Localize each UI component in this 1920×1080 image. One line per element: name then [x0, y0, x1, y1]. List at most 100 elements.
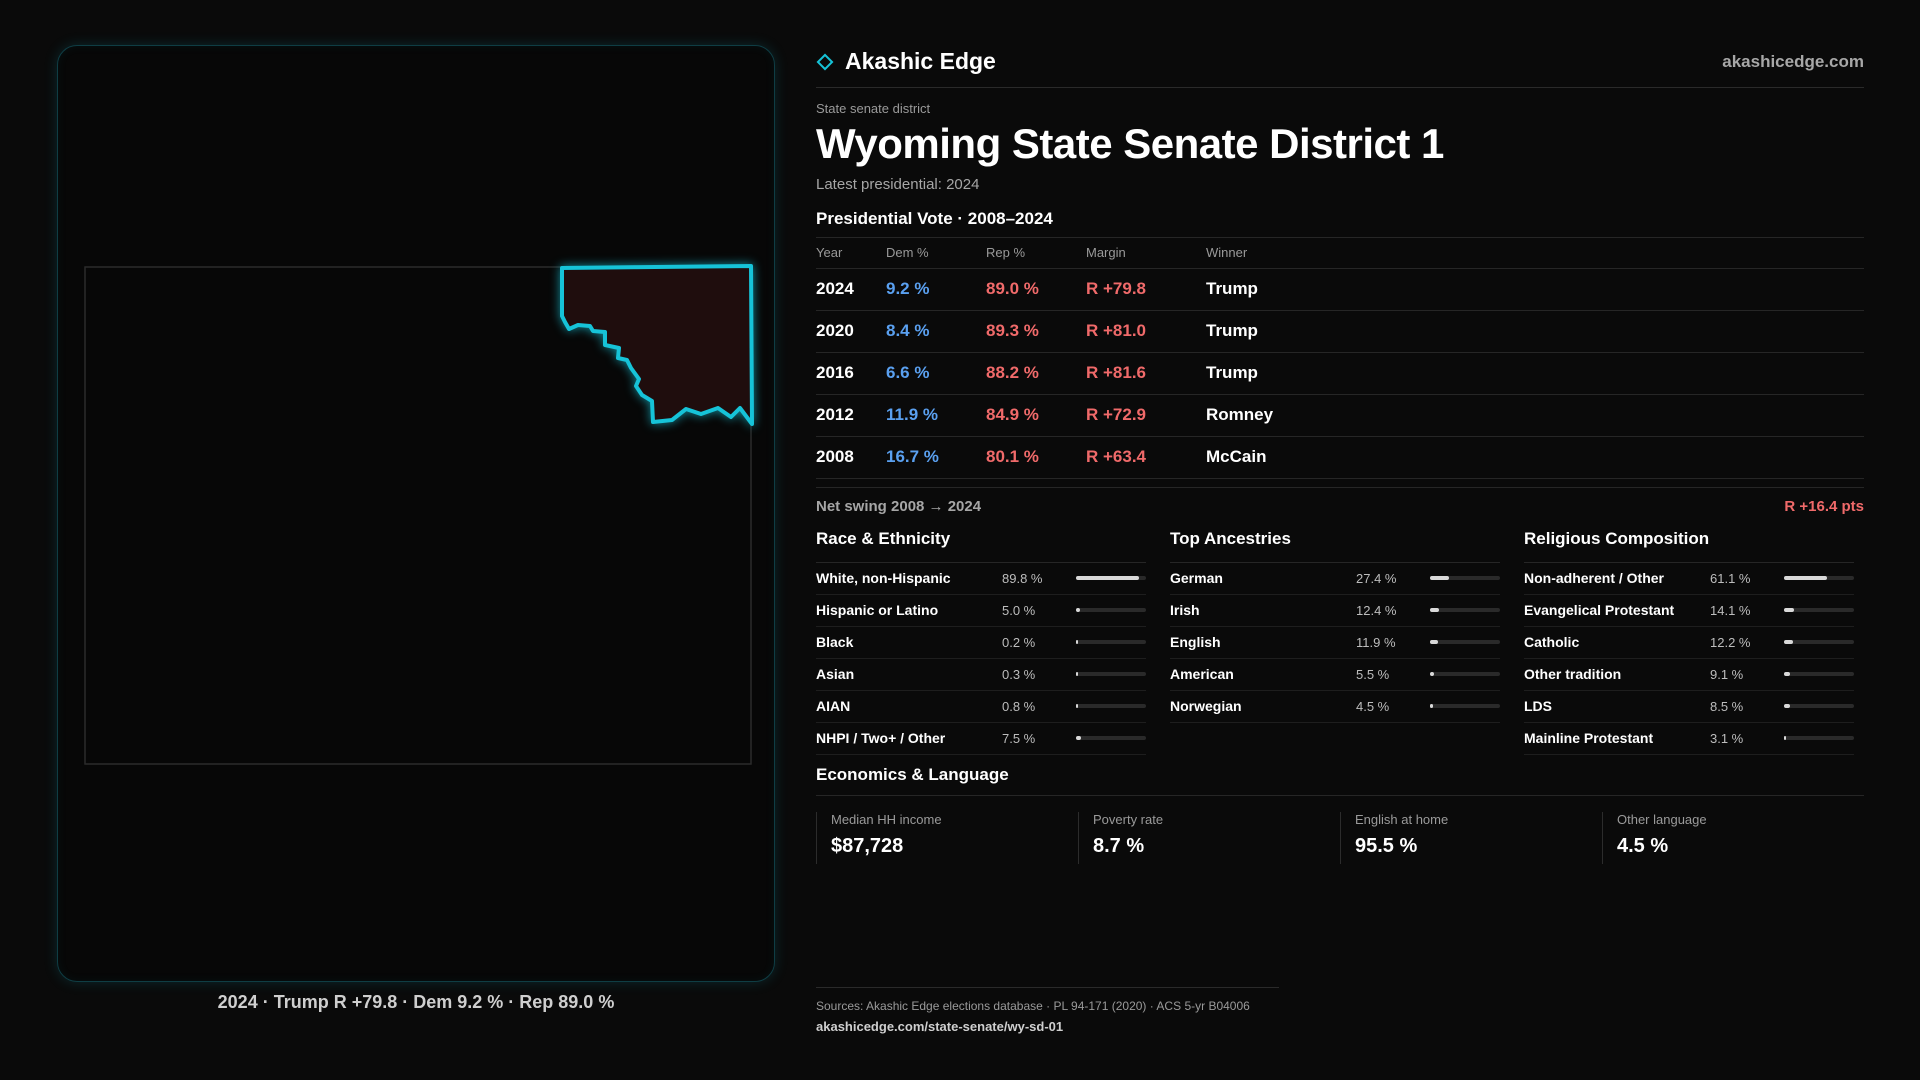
item-percent: 0.3 %: [1002, 666, 1036, 682]
stat-value: $87,728: [831, 834, 904, 857]
row-year: 2008: [816, 436, 886, 479]
item-name: American: [1170, 666, 1234, 682]
list-item: Evangelical Protestant 14.1 %: [1524, 595, 1854, 627]
row-year: 2012: [816, 394, 886, 437]
district-map[interactable]: [58, 46, 776, 983]
latest-presidential: Latest presidential: 2024: [816, 176, 980, 193]
row-margin: R +81.6: [1086, 352, 1206, 395]
district-kicker: State senate district: [816, 101, 931, 116]
list-item: English 11.9 %: [1170, 627, 1500, 659]
row-year: 2020: [816, 310, 886, 353]
sources: Sources: Akashic Edge elections database…: [816, 987, 1279, 1034]
row-winner: Trump: [1206, 268, 1864, 311]
item-name: English: [1170, 634, 1221, 650]
row-margin: R +79.8: [1086, 268, 1206, 311]
row-margin: R +81.0: [1086, 310, 1206, 353]
brand-header: Akashic Edge akashicedge.com: [816, 40, 1864, 88]
share-bar-fill: [1430, 608, 1439, 612]
share-bar: [1076, 576, 1146, 580]
list-item: NHPI / Two+ / Other 7.5 %: [816, 723, 1146, 755]
list-item: LDS 8.5 %: [1524, 691, 1854, 723]
stat-poverty: Poverty rate 8.7 %: [1078, 811, 1340, 864]
item-name: AIAN: [816, 698, 851, 714]
item-percent: 12.2 %: [1710, 634, 1751, 650]
stat-label: English at home: [1355, 811, 1449, 827]
item-name: Mainline Protestant: [1524, 730, 1654, 746]
col-margin: Margin: [1086, 238, 1206, 269]
share-bar: [1430, 704, 1500, 708]
row-rep: 80.1 %: [986, 436, 1086, 479]
row-dem: 9.2 %: [886, 268, 986, 311]
religion-title: Religious Composition: [1524, 529, 1854, 563]
brand-name: Akashic Edge: [845, 48, 996, 74]
row-rep: 89.3 %: [986, 310, 1086, 353]
col-year: Year: [816, 238, 886, 269]
row-margin: R +63.4: [1086, 436, 1206, 479]
economics-title: Economics & Language: [816, 765, 1864, 796]
row-rep: 84.9 %: [986, 394, 1086, 437]
list-item: Mainline Protestant 3.1 %: [1524, 723, 1854, 755]
list-item: Catholic 12.2 %: [1524, 627, 1854, 659]
share-bar: [1076, 672, 1146, 676]
share-bar-fill: [1076, 576, 1139, 580]
list-item: Non-adherent / Other 61.1 %: [1524, 563, 1854, 595]
item-name: Evangelical Protestant: [1524, 602, 1675, 618]
row-winner: Romney: [1206, 394, 1864, 437]
item-name: Hispanic or Latino: [816, 602, 939, 618]
share-bar-fill: [1784, 672, 1791, 676]
item-name: Other tradition: [1524, 666, 1622, 682]
item-name: Catholic: [1524, 634, 1580, 650]
detail-panel: Akashic Edge akashicedge.com State senat…: [816, 40, 1864, 864]
list-item: White, non-Hispanic 89.8 %: [816, 563, 1146, 595]
share-bar-fill: [1076, 704, 1078, 708]
item-name: Black: [816, 634, 854, 650]
row-dem: 16.7 %: [886, 436, 986, 479]
item-percent: 0.8 %: [1002, 698, 1036, 714]
item-name: White, non-Hispanic: [816, 570, 951, 586]
demographics: Race & Ethnicity White, non-Hispanic 89.8…: [816, 529, 1864, 755]
item-percent: 0.2 %: [1002, 634, 1036, 650]
list-item: Hispanic or Latino 5.0 %: [816, 595, 1146, 627]
row-rep: 89.0 %: [986, 268, 1086, 311]
row-dem: 8.4 %: [886, 310, 986, 353]
share-bar: [1076, 640, 1146, 644]
list-item: Irish 12.4 %: [1170, 595, 1500, 627]
item-name: German: [1170, 570, 1223, 586]
share-bar-fill: [1784, 640, 1793, 644]
share-bar: [1784, 736, 1854, 740]
brand[interactable]: Akashic Edge: [816, 48, 996, 75]
page-title: Wyoming State Senate District 1: [816, 120, 1444, 167]
stat-value: 95.5 %: [1355, 834, 1418, 857]
item-percent: 14.1 %: [1710, 602, 1751, 618]
net-swing: Net swing 2008 → 2024 R +16.4 pts: [816, 486, 1864, 515]
site-link[interactable]: akashicedge.com: [1722, 51, 1864, 71]
share-bar: [1784, 576, 1854, 580]
share-bar-fill: [1076, 736, 1082, 740]
state-outline: [84, 266, 752, 765]
row-winner: Trump: [1206, 310, 1864, 353]
item-percent: 3.1 %: [1710, 730, 1744, 746]
item-percent: 9.1 %: [1710, 666, 1744, 682]
share-bar: [1076, 736, 1146, 740]
table-row: 2012 11.9 % 84.9 % R +72.9 Romney: [816, 394, 1864, 437]
source-url-link[interactable]: akashicedge.com/state-senate/wy-sd-01: [816, 1019, 1064, 1034]
economics-stats: Median HH income $87,728 Poverty rate 8.…: [816, 811, 1864, 864]
item-percent: 8.5 %: [1710, 698, 1744, 714]
list-item: German 27.4 %: [1170, 563, 1500, 595]
item-name: NHPI / Two+ / Other: [816, 730, 946, 746]
item-percent: 4.5 %: [1356, 698, 1390, 714]
stat-label: Poverty rate: [1093, 811, 1164, 827]
district-shape[interactable]: [560, 264, 754, 426]
row-year: 2024: [816, 268, 886, 311]
item-name: Irish: [1170, 602, 1200, 618]
presidential-section-title: Presidential Vote · 2008–2024: [816, 209, 1864, 238]
ancestry-column: Top Ancestries German 27.4 % Irish 12.4 % En…: [1170, 529, 1500, 755]
table-header-row: Year Dem % Rep % Margin Winner: [816, 238, 1864, 269]
share-bar-fill: [1430, 576, 1450, 580]
stat-value: 4.5 %: [1617, 834, 1669, 857]
stat-english: English at home 95.5 %: [1340, 811, 1602, 864]
map-panel[interactable]: [57, 45, 775, 982]
share-bar: [1784, 704, 1854, 708]
item-percent: 11.9 %: [1356, 634, 1396, 650]
share-bar-fill: [1784, 576, 1827, 580]
